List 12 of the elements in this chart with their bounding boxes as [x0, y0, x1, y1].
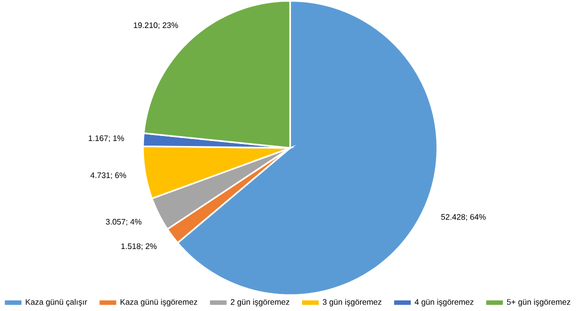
legend-label: 4 gün işgöremez	[414, 299, 474, 307]
legend-label: 2 gün işgöremez	[230, 299, 290, 307]
data-label: 52.428; 64%	[441, 214, 486, 221]
legend-label: Kaza günü işgöremez	[120, 299, 198, 307]
legend-label: Kaza günü çalışır	[26, 299, 88, 307]
data-label: 3.057; 4%	[106, 219, 142, 226]
data-label: 1.167; 1%	[88, 136, 124, 142]
legend-label: 3 gün işgöremez	[322, 299, 382, 307]
data-label: 4.731; 6%	[90, 172, 126, 180]
data-label: 19.210; 23%	[134, 22, 178, 30]
legend-label: 5+ gün işgöremez	[506, 299, 570, 307]
data-label: 1.518; 2%	[121, 244, 157, 250]
